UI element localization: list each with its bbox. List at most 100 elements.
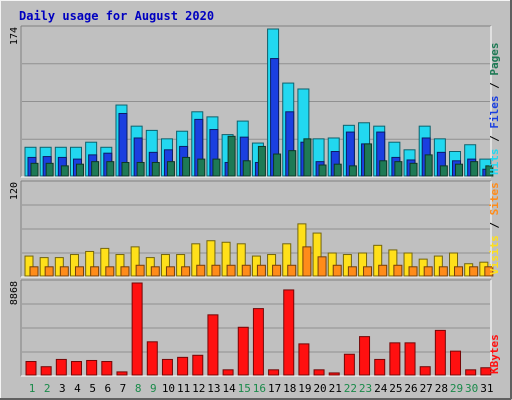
pages-bar-day-6 [106,161,115,177]
pages-bar-day-1 [30,162,39,177]
pages-bar-day-22 [348,165,357,177]
panel-bottom: 8868 KBytes [9,279,501,377]
sites-bar-day-30 [469,266,479,277]
kbytes-bar-day-22 [343,353,355,376]
x-tick-label-day-31: 31 [480,382,493,395]
visits-bar-day-13 [206,240,216,277]
x-tick-label-day-17: 17 [268,382,281,395]
kbytes-bar-day-2 [40,366,52,376]
x-tick-label-day-15: 15 [238,382,251,395]
pages-bar-day-5 [91,161,100,177]
pages-bar-day-13 [212,158,221,177]
sites-bar-day-18 [287,264,297,277]
x-tick-label-day-30: 30 [465,382,478,395]
kbytes-bar-day-17 [268,369,280,376]
x-tick-label-day-7: 7 [120,382,127,395]
legend-item-pages: Pages [488,43,501,76]
visits-bar-day-22 [342,254,352,277]
visits-bar-day-1 [24,255,34,277]
pages-bar-day-14 [227,135,236,177]
pages-bar-day-7 [121,161,130,177]
sites-bar-day-23 [363,266,373,277]
kbytes-bar-day-14 [222,369,234,376]
kbytes-bar-day-24 [374,358,386,376]
x-tick-label-day-18: 18 [283,382,296,395]
sites-bar-day-27 [423,266,433,277]
pages-bar-day-9 [151,161,160,177]
pages-bar-day-11 [182,156,191,177]
x-tick-label-day-27: 27 [420,382,433,395]
kbytes-bar-day-16 [252,308,264,376]
visits-bar-day-8 [130,246,140,277]
pages-bar-day-12 [197,158,206,177]
x-tick-label-day-20: 20 [313,382,326,395]
panel-middle: 120 Visits / Sites [9,180,501,278]
panel-bottom-ymax-label: 8868 [9,281,20,305]
pages-bar-day-17 [273,153,282,177]
pages-bar-day-15 [242,160,251,177]
sites-bar-day-14 [226,264,236,277]
kbytes-bar-day-12 [192,354,204,376]
kbytes-bar-day-30 [465,369,477,376]
pages-bar-day-23 [364,143,373,177]
sites-bar-day-4 [74,266,84,277]
x-tick-label-day-5: 5 [89,382,96,395]
sites-bar-day-24 [378,264,388,277]
visits-bar-day-25 [388,249,398,277]
pages-bar-day-26 [409,162,418,177]
chart-title: Daily usage for August 2020 [19,9,214,23]
kbytes-bar-day-31 [480,367,492,376]
x-tick-label-day-2: 2 [44,382,51,395]
sites-bar-day-8 [135,264,145,277]
sites-bar-day-25 [393,264,403,277]
visits-bar-day-15 [236,243,246,277]
sites-bar-day-20 [317,256,327,277]
panel-bottom-legend: KBytes [488,334,501,374]
sites-bar-day-2 [44,266,54,277]
sites-bar-day-7 [120,266,130,277]
x-tick-label-day-13: 13 [207,382,220,395]
x-tick-label-day-23: 23 [359,382,372,395]
kbytes-bar-day-11 [177,356,189,376]
x-tick-label-day-19: 19 [298,382,311,395]
x-tick-label-day-3: 3 [59,382,66,395]
visits-bar-day-4 [69,254,79,277]
pages-bar-day-16 [257,145,266,177]
visits-bar-day-20 [312,232,322,277]
kbytes-bar-day-15 [237,326,249,376]
x-tick-label-day-9: 9 [150,382,157,395]
kbytes-bar-day-5 [86,359,98,376]
kbytes-bar-day-13 [207,314,219,376]
kbytes-bar-day-1 [25,361,37,376]
visits-bar-day-24 [373,244,383,277]
visits-bar-day-23 [358,252,368,277]
kbytes-bar-day-6 [101,361,113,376]
sites-bar-day-3 [59,266,69,277]
sites-bar-day-9 [150,266,160,277]
legend-separator: / [488,215,501,235]
x-tick-label-day-4: 4 [74,382,81,395]
sites-bar-day-1 [29,266,39,277]
panel-top-ymax-label: 174 [9,27,20,45]
legend-item-kbytes: KBytes [488,334,501,374]
kbytes-bar-day-27 [419,366,431,376]
visits-bar-day-29 [449,252,459,277]
sites-bar-day-22 [347,266,357,277]
pages-bar-day-8 [136,161,145,177]
sites-bar-day-6 [105,266,115,277]
sites-bar-day-11 [181,266,191,277]
visits-bar-day-7 [115,254,125,277]
x-tick-label-day-25: 25 [389,382,402,395]
kbytes-bar-day-3 [55,358,67,376]
visits-bar-day-11 [176,254,186,277]
pages-bar-day-29 [455,163,464,177]
visits-bar-day-10 [160,254,170,277]
x-tick-label-day-28: 28 [435,382,448,395]
legend-item-files: Files [488,96,501,129]
pages-bar-day-21 [333,163,342,177]
x-tick-label-day-22: 22 [344,382,357,395]
kbytes-bar-day-28 [434,329,446,376]
pages-bar-day-24 [379,160,388,177]
